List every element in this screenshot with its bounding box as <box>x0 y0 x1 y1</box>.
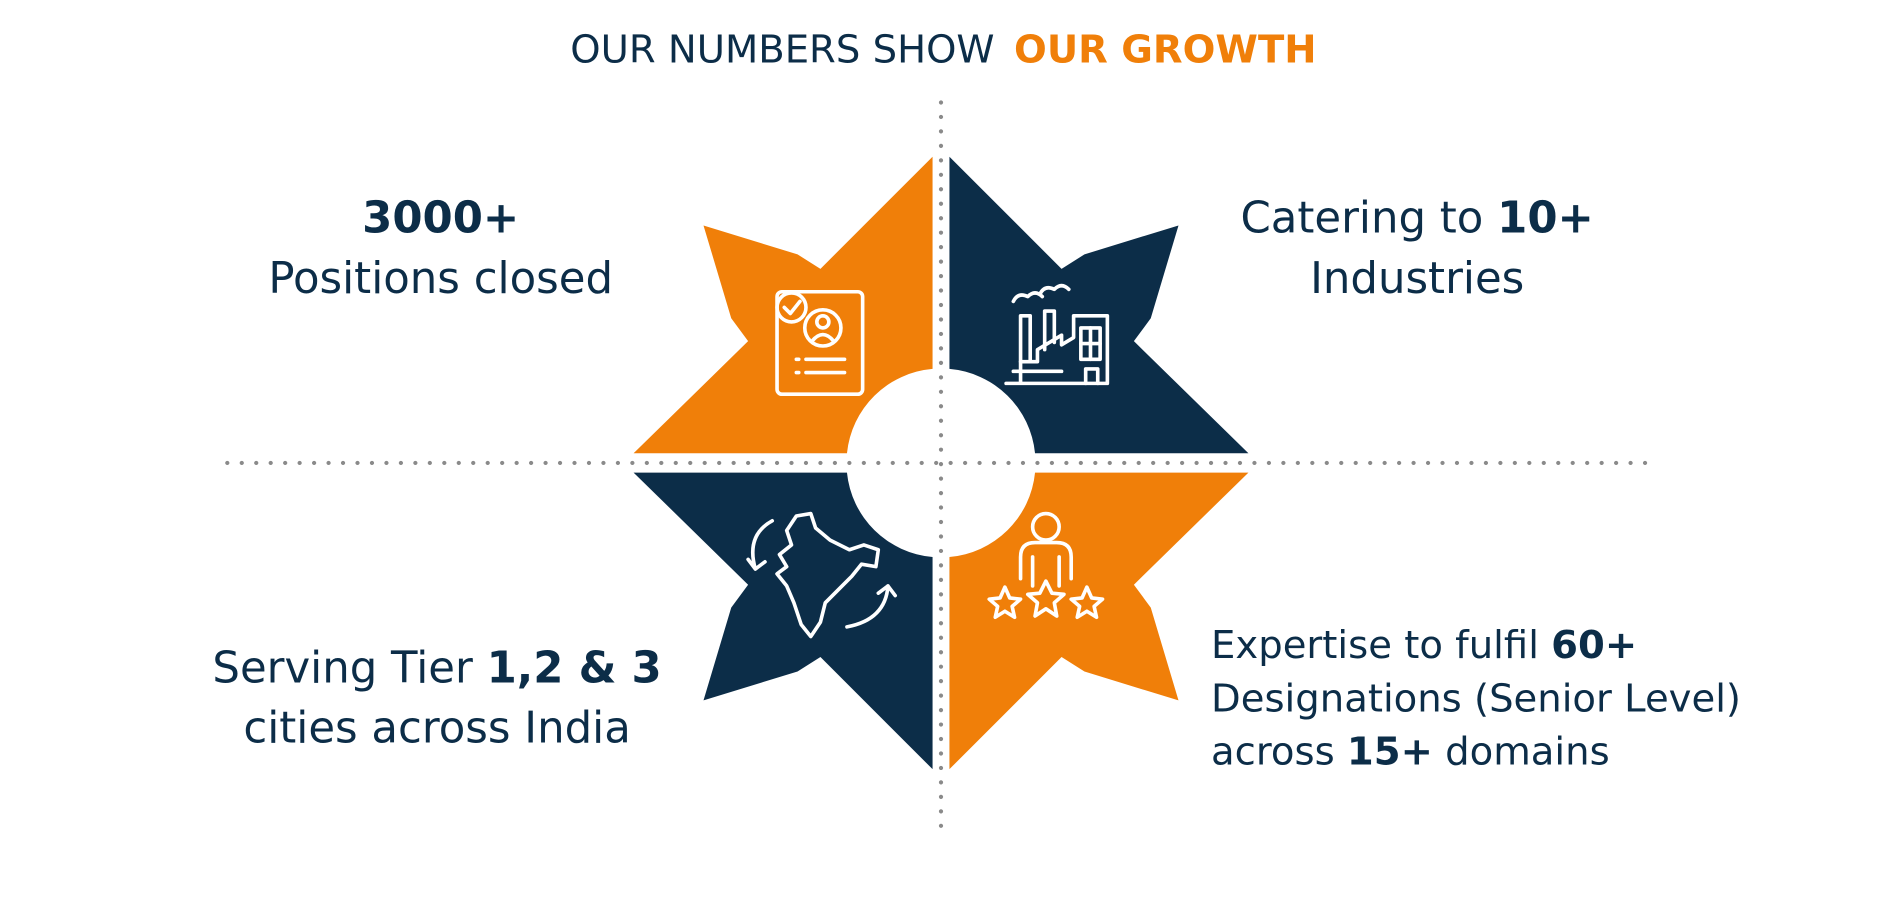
stat-line: Expertise to fulfil 60+ <box>1211 623 1637 668</box>
india-map-icon <box>746 511 897 639</box>
stat-highlight: 1,2 & 3 <box>487 643 662 693</box>
stat-line: Serving Tier 1,2 & 3 <box>212 643 661 693</box>
stat-text: Industries <box>1310 254 1524 304</box>
stat-line: Designations (Senior Level) <box>1211 676 1741 721</box>
stat-text: Serving Tier <box>212 643 486 693</box>
arrow-bottom-left <box>633 472 933 770</box>
title-lead: OUR NUMBERS SHOW <box>570 28 994 73</box>
stat-line: Industries <box>1310 254 1524 304</box>
stat-text: Designations (Senior Level) <box>1211 676 1741 721</box>
stat-highlight: 15+ <box>1347 729 1433 774</box>
rating-icon <box>987 511 1105 620</box>
stat-highlight: 3000+ <box>362 194 519 244</box>
stat-highlight: 60+ <box>1551 623 1637 668</box>
stat-text: across <box>1211 729 1347 774</box>
stat-line: Positions closed <box>268 254 613 304</box>
stat-line: cities across India <box>243 704 630 754</box>
resume-icon <box>775 289 865 397</box>
arrow-top-left <box>633 156 933 454</box>
arrow-bottom-right <box>949 472 1249 770</box>
stat-text: domains <box>1433 729 1610 774</box>
stat-text: Catering to <box>1240 194 1497 244</box>
stat-text: Expertise to fulfil <box>1211 623 1551 668</box>
stat-highlight: 10+ <box>1497 194 1594 244</box>
factory-icon <box>1004 283 1110 386</box>
stats: 3000+ Positions closed Catering to 10+ Indu… <box>212 194 1741 775</box>
stat-text: cities across India <box>243 704 630 754</box>
stat-text: Positions closed <box>268 254 613 304</box>
stat-line: across 15+ domains <box>1211 729 1610 774</box>
arrow-top-right <box>949 156 1249 454</box>
stat-line: Catering to 10+ <box>1240 194 1593 244</box>
title: OUR NUMBERS SHOW OUR GROWTH <box>570 28 1316 73</box>
title-highlight: OUR GROWTH <box>1014 28 1316 73</box>
stat-line: 3000+ <box>362 194 519 244</box>
